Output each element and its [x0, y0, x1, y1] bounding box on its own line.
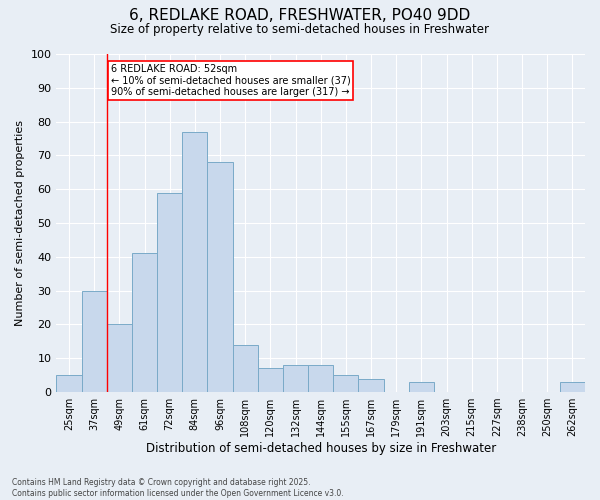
X-axis label: Distribution of semi-detached houses by size in Freshwater: Distribution of semi-detached houses by …	[146, 442, 496, 455]
Bar	[409, 382, 434, 392]
Bar	[283, 365, 308, 392]
Text: 6, REDLAKE ROAD, FRESHWATER, PO40 9DD: 6, REDLAKE ROAD, FRESHWATER, PO40 9DD	[130, 8, 470, 22]
Bar	[358, 378, 383, 392]
Bar	[333, 375, 358, 392]
Bar	[560, 382, 585, 392]
Bar	[107, 324, 132, 392]
Bar	[157, 192, 182, 392]
Bar	[82, 290, 107, 392]
Text: Size of property relative to semi-detached houses in Freshwater: Size of property relative to semi-detach…	[110, 22, 490, 36]
Y-axis label: Number of semi-detached properties: Number of semi-detached properties	[15, 120, 25, 326]
Bar	[308, 365, 333, 392]
Bar	[132, 254, 157, 392]
Text: Contains HM Land Registry data © Crown copyright and database right 2025.
Contai: Contains HM Land Registry data © Crown c…	[12, 478, 344, 498]
Bar	[258, 368, 283, 392]
Bar	[233, 345, 258, 392]
Text: 6 REDLAKE ROAD: 52sqm
← 10% of semi-detached houses are smaller (37)
90% of semi: 6 REDLAKE ROAD: 52sqm ← 10% of semi-deta…	[110, 64, 350, 98]
Bar	[208, 162, 233, 392]
Bar	[56, 375, 82, 392]
Bar	[182, 132, 208, 392]
